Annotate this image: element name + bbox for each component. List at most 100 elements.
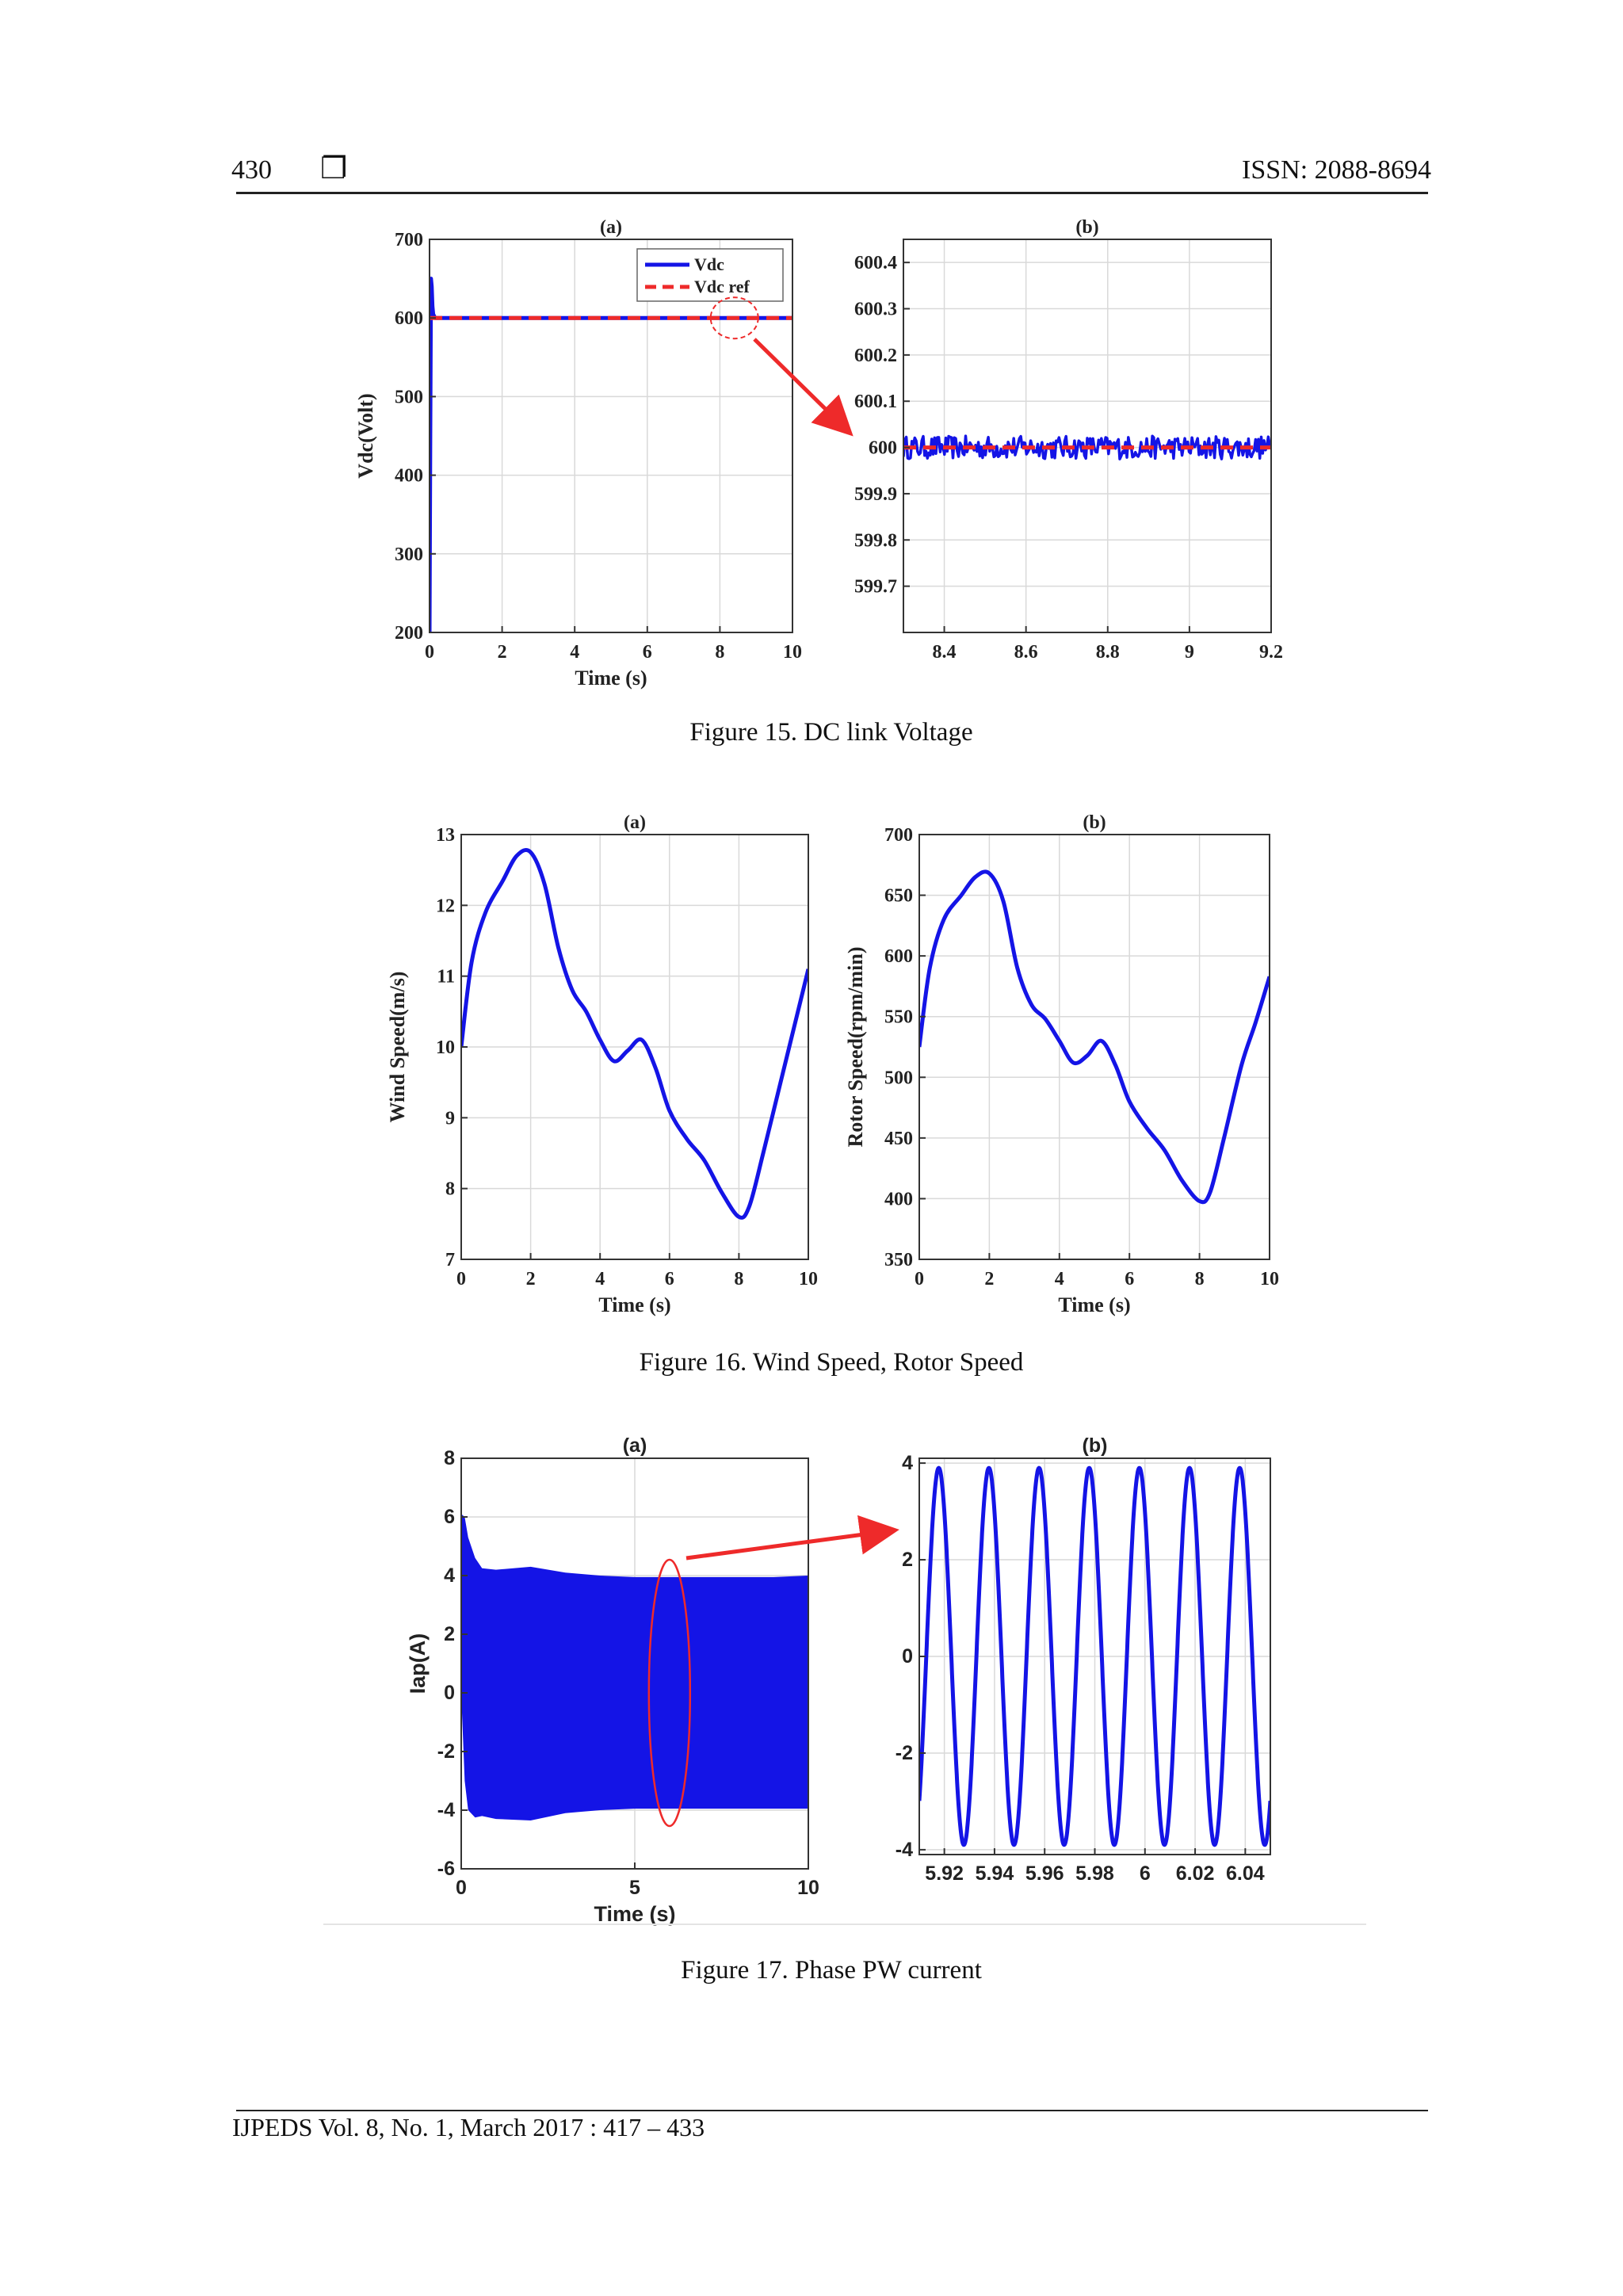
x-tick-label: 2: [984, 1269, 994, 1289]
zoom-arrow: [753, 338, 854, 437]
x-tick-label: 4: [1055, 1269, 1064, 1289]
chart-title: (a): [624, 812, 646, 833]
chart-f17a: 0 5 10 -6 -4 -2 0 2 4 6 8 (a) Time (s) Iap(A): [406, 1435, 819, 1926]
y-tick-label: -2: [896, 1742, 913, 1764]
y-tick-label: 2: [444, 1623, 455, 1645]
chart-title: (a): [623, 1435, 647, 1457]
y-tick-label: 600: [869, 438, 897, 459]
y-tick-label: 600.4: [854, 253, 897, 273]
x-axis-label: Time (s): [598, 1293, 670, 1316]
chart-f16b: 0 2 4 6 8 10 350 400 450 500 550 600 650 700 (b) Time (…: [844, 812, 1279, 1316]
y-tick-label: 600.2: [854, 346, 897, 366]
y-tick-label: 600.3: [854, 300, 897, 320]
plot-area: [919, 869, 1270, 1205]
figure-17-caption: Figure 17. Phase PW current: [681, 1956, 982, 1985]
y-tick-label: 200: [395, 623, 423, 644]
y-tick-label: 10: [436, 1037, 455, 1058]
x-tick-label: 0: [915, 1269, 924, 1289]
y-tick-label: 700: [884, 825, 913, 846]
x-tick-label: 0: [456, 1269, 466, 1289]
y-tick-label: 600: [395, 308, 423, 329]
x-axis-label: Time (s): [1058, 1293, 1130, 1316]
y-tick-label: 9: [445, 1108, 455, 1129]
x-tick-label: 9.2: [1259, 642, 1283, 663]
y-tick-label: 8: [444, 1447, 455, 1469]
plot-area: [461, 1514, 808, 1820]
series-line-vdc: [430, 277, 792, 632]
x-tick-label: 8: [715, 642, 724, 663]
x-tick-label: 10: [797, 1877, 819, 1899]
y-tick-label: 0: [444, 1682, 455, 1704]
x-tick-label: 10: [1260, 1269, 1279, 1289]
legend-label: Vdc: [694, 254, 724, 274]
x-tick-label: 6: [1125, 1269, 1134, 1289]
journal-footer: IJPEDS Vol. 8, No. 1, March 2017 : 417 –…: [232, 2113, 705, 2141]
y-tick-label: 8: [445, 1179, 455, 1200]
x-tick-label: 2: [498, 642, 507, 663]
x-tick-label: 4: [595, 1269, 605, 1289]
y-tick-label: -2: [437, 1740, 455, 1763]
x-tick-label: 8: [1195, 1269, 1205, 1289]
x-tick-label: 5: [629, 1877, 640, 1899]
y-tick-label: 600: [884, 946, 913, 967]
chart-title: (a): [600, 217, 622, 238]
y-tick-label: 300: [395, 544, 423, 565]
y-tick-label: 500: [395, 387, 423, 407]
x-tick-label: 0: [456, 1877, 467, 1899]
x-tick-label: 6: [643, 642, 652, 663]
y-axis-label: Wind Speed(m/s): [386, 972, 409, 1123]
x-tick-label: 4: [570, 642, 579, 663]
x-tick-label: 8.6: [1014, 642, 1038, 663]
y-tick-label: 0: [902, 1645, 913, 1668]
series-line-0: [919, 869, 1270, 1205]
chart-title: (b): [1075, 217, 1098, 238]
y-tick-label: 4: [444, 1564, 455, 1587]
y-tick-label: 550: [884, 1007, 913, 1028]
x-tick-label: 8: [734, 1269, 743, 1289]
zoom-ellipse: [709, 296, 759, 340]
y-axis-label: Rotor Speed(rpm/min): [844, 946, 867, 1147]
plot-area: [903, 434, 1271, 460]
y-tick-label: 350: [884, 1250, 913, 1270]
current-envelope: [461, 1514, 808, 1820]
y-tick-label: 650: [884, 886, 913, 907]
axes-box: [918, 834, 1270, 1260]
y-tick-label: -6: [437, 1858, 455, 1880]
series-line-0: [919, 1465, 1270, 1847]
figure-17-bottom-rule: [323, 1924, 1366, 1925]
plot-area: [919, 1465, 1270, 1847]
y-tick-label: 400: [395, 466, 423, 487]
y-tick-label: 599.7: [854, 577, 897, 598]
y-tick-label: 400: [884, 1189, 913, 1209]
chart-f17b: 5.92 5.94 5.96 5.98 6 6.02 6.04 -4 -2 0 2 4 (b): [896, 1435, 1271, 1885]
figure-15-caption: Figure 15. DC link Voltage: [689, 718, 973, 747]
x-tick-label: 6: [665, 1269, 674, 1289]
chart-f15a: 0 2 4 6 8 10 200 300 400 500 600 700 (a) Time (s) Vdc(…: [354, 217, 802, 690]
plot-area: [461, 848, 808, 1220]
box-symbol-icon: ❐: [320, 151, 348, 185]
legend: Vdc Vdc ref: [636, 248, 784, 302]
y-tick-label: 13: [436, 825, 455, 846]
chart-title: (b): [1083, 812, 1106, 833]
x-tick-label: 6.04: [1226, 1862, 1265, 1885]
x-tick-label: 10: [783, 642, 802, 663]
plot-area: [430, 277, 792, 632]
y-tick-label: 6: [444, 1506, 455, 1528]
zoom-ellipse: [647, 1558, 692, 1828]
zoom-arrow: [685, 1515, 899, 1561]
x-tick-label: 8.8: [1096, 642, 1120, 663]
y-tick-label: 4: [902, 1452, 913, 1474]
y-tick-label: -4: [437, 1799, 455, 1821]
x-tick-label: 6.02: [1176, 1862, 1215, 1885]
y-tick-label: 500: [884, 1068, 913, 1088]
y-tick-label: 599.8: [854, 530, 897, 551]
chart-title: (b): [1083, 1435, 1108, 1457]
x-tick-label: 10: [799, 1269, 818, 1289]
x-tick-label: 5.98: [1075, 1862, 1114, 1885]
x-tick-label: 8.4: [933, 642, 957, 663]
y-tick-label: 11: [437, 967, 455, 988]
x-tick-label: 5.94: [976, 1862, 1014, 1885]
header-rule: [236, 192, 1428, 194]
legend-box: [636, 248, 784, 302]
